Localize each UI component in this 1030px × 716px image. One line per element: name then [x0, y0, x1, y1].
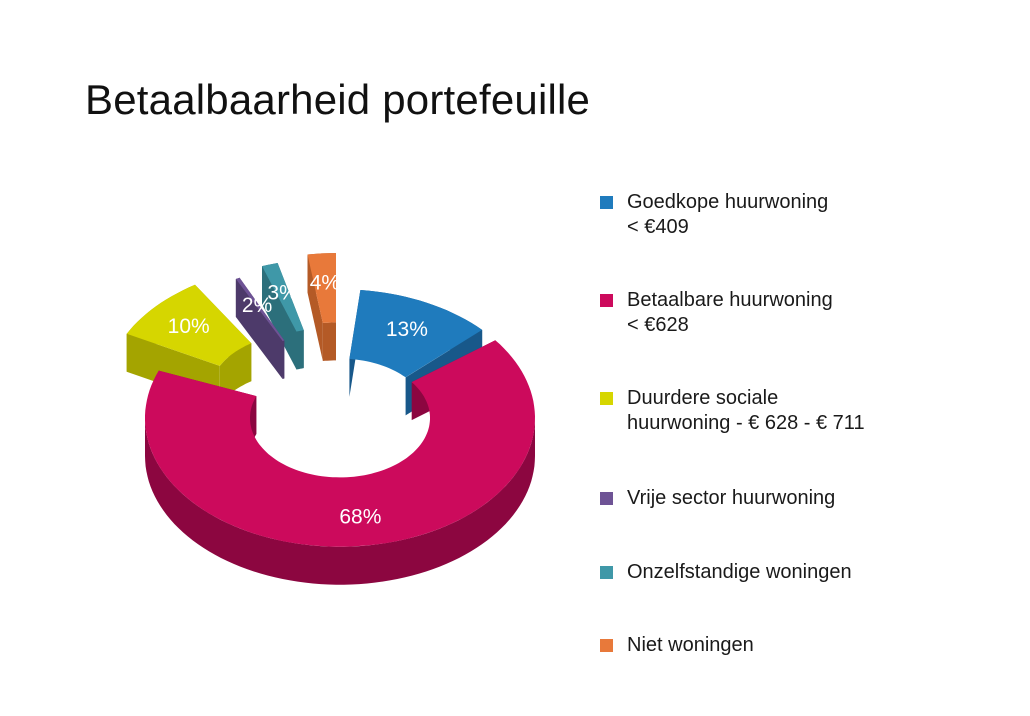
legend-item: Onzelfstandige woningen — [600, 560, 852, 585]
data-label: 13% — [386, 318, 428, 341]
legend-swatch — [600, 566, 613, 579]
slice-outer-wall — [235, 277, 240, 317]
legend-label-line: Betaalbare huurwoning — [627, 289, 833, 311]
chart-title: Betaalbaarheid portefeuille — [85, 76, 591, 123]
legend-label-line: Niet woningen — [627, 634, 754, 656]
slice-top-face — [126, 284, 252, 366]
legend-swatch — [600, 196, 613, 209]
legend-label: Onzelfstandige woningen — [627, 560, 852, 585]
slice-top-face — [262, 263, 304, 332]
legend-label-line: < €409 — [627, 216, 689, 238]
slice-top-face — [349, 290, 483, 378]
slice-1: 68% — [145, 340, 535, 585]
slice-top-face — [145, 340, 535, 547]
legend-item: Betaalbare huurwoning < €628 — [600, 288, 833, 338]
legend-swatch — [600, 639, 613, 652]
slice-top-face — [235, 277, 285, 341]
legend-label: Vrije sector huurwoning — [627, 486, 835, 511]
legend-item: Goedkope huurwoning < €409 — [600, 190, 828, 240]
legend-item: Vrije sector huurwoning — [600, 486, 835, 511]
legend-swatch — [600, 294, 613, 307]
legend-label-line: huurwoning - € 628 - € 711 — [627, 412, 865, 434]
legend-swatch — [600, 492, 613, 505]
legend-label-line: Onzelfstandige woningen — [627, 561, 852, 583]
slice-3: 2% — [235, 277, 285, 380]
slice-cut-face — [239, 277, 285, 379]
legend-label: Goedkope huurwoning < €409 — [627, 190, 828, 240]
legend-label: Betaalbare huurwoning < €628 — [627, 288, 833, 338]
legend-swatch — [600, 392, 613, 405]
legend-item: Niet woningen — [600, 633, 754, 658]
data-label: 2% — [242, 294, 272, 317]
data-label: 3% — [267, 282, 297, 305]
slice-outer-wall — [145, 418, 535, 585]
legend-label: Niet woningen — [627, 633, 754, 658]
data-label: 10% — [168, 315, 210, 338]
legend-label: Duurdere sociale huurwoning - € 628 - € 7… — [627, 386, 865, 436]
data-label: 68% — [339, 505, 381, 528]
slice-4: 3% — [261, 263, 304, 370]
legend-label-line: Goedkope huurwoning — [627, 191, 829, 213]
slice-top-face — [307, 253, 336, 323]
slice-inner-wall — [322, 322, 336, 361]
legend-label-line: < €628 — [627, 314, 689, 336]
legend-label-line: Duurdere sociale — [627, 387, 779, 409]
data-label: 4% — [310, 272, 340, 295]
legend-item: Duurdere sociale huurwoning - € 628 - € 7… — [600, 386, 865, 436]
legend-label-line: Vrije sector huurwoning — [627, 487, 836, 509]
slice-5: 4% — [307, 253, 340, 362]
